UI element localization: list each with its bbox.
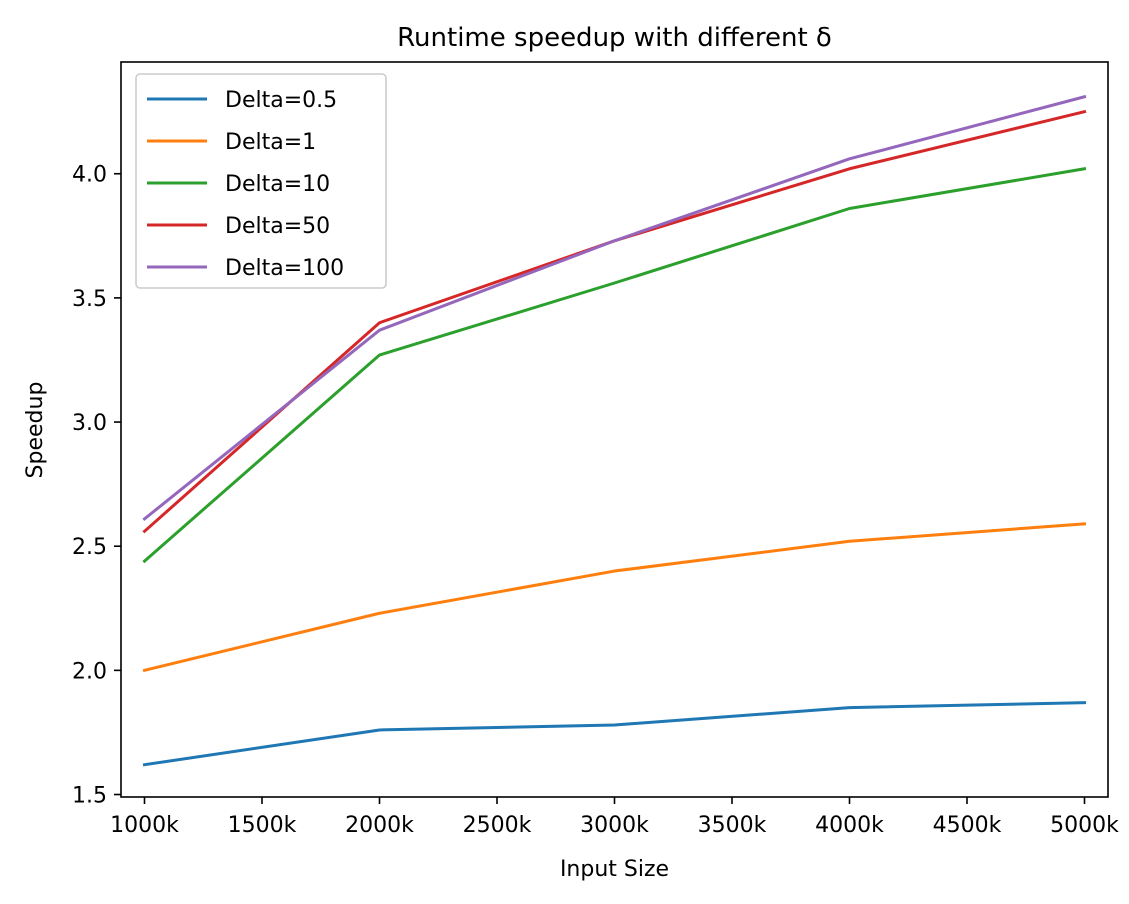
x-axis-label: Input Size <box>560 857 669 882</box>
y-tick-label-0: 1.5 <box>72 784 107 809</box>
x-tick-label-0: 1000k <box>110 813 179 838</box>
y-tick-label-3: 3.0 <box>72 411 107 436</box>
legend-label-4: Delta=100 <box>225 256 344 281</box>
legend-label-0: Delta=0.5 <box>225 88 337 113</box>
x-tick-label-8: 5000k <box>1050 813 1119 838</box>
legend-label-3: Delta=50 <box>225 214 330 239</box>
y-tick-label-2: 2.5 <box>72 535 107 560</box>
series-line-0 <box>142 701 1087 767</box>
y-tick-label-5: 4.0 <box>72 163 107 188</box>
y-axis: 1.5 2.0 2.5 3.0 3.5 4.0 <box>72 163 121 809</box>
x-tick-label-3: 2500k <box>463 813 532 838</box>
y-tick-label-4: 3.5 <box>72 287 107 312</box>
legend-label-1: Delta=1 <box>225 130 316 155</box>
series-layer <box>142 94 1087 767</box>
chart-title: Runtime speedup with different δ <box>397 23 832 53</box>
series-line-4 <box>142 94 1087 521</box>
x-tick-label-7: 4500k <box>933 813 1002 838</box>
legend-label-2: Delta=10 <box>225 172 330 197</box>
y-axis-label: Speedup <box>23 382 48 479</box>
y-tick-label-1: 2.0 <box>72 659 107 684</box>
series-line-1 <box>142 522 1087 673</box>
x-axis: 1000k 1500k 2000k 2500k 3000k 3500k 4000k 4500k… <box>110 797 1119 838</box>
series-line-2 <box>142 167 1087 564</box>
x-tick-label-2: 2000k <box>345 813 414 838</box>
x-tick-label-6: 4000k <box>815 813 884 838</box>
x-tick-label-5: 3500k <box>698 813 767 838</box>
x-tick-label-4: 3000k <box>580 813 649 838</box>
x-tick-label-1: 1500k <box>228 813 297 838</box>
legend: Delta=0.5 Delta=1 Delta=10 Delta=50 Delta=10… <box>135 73 387 289</box>
legend-box <box>135 73 387 289</box>
